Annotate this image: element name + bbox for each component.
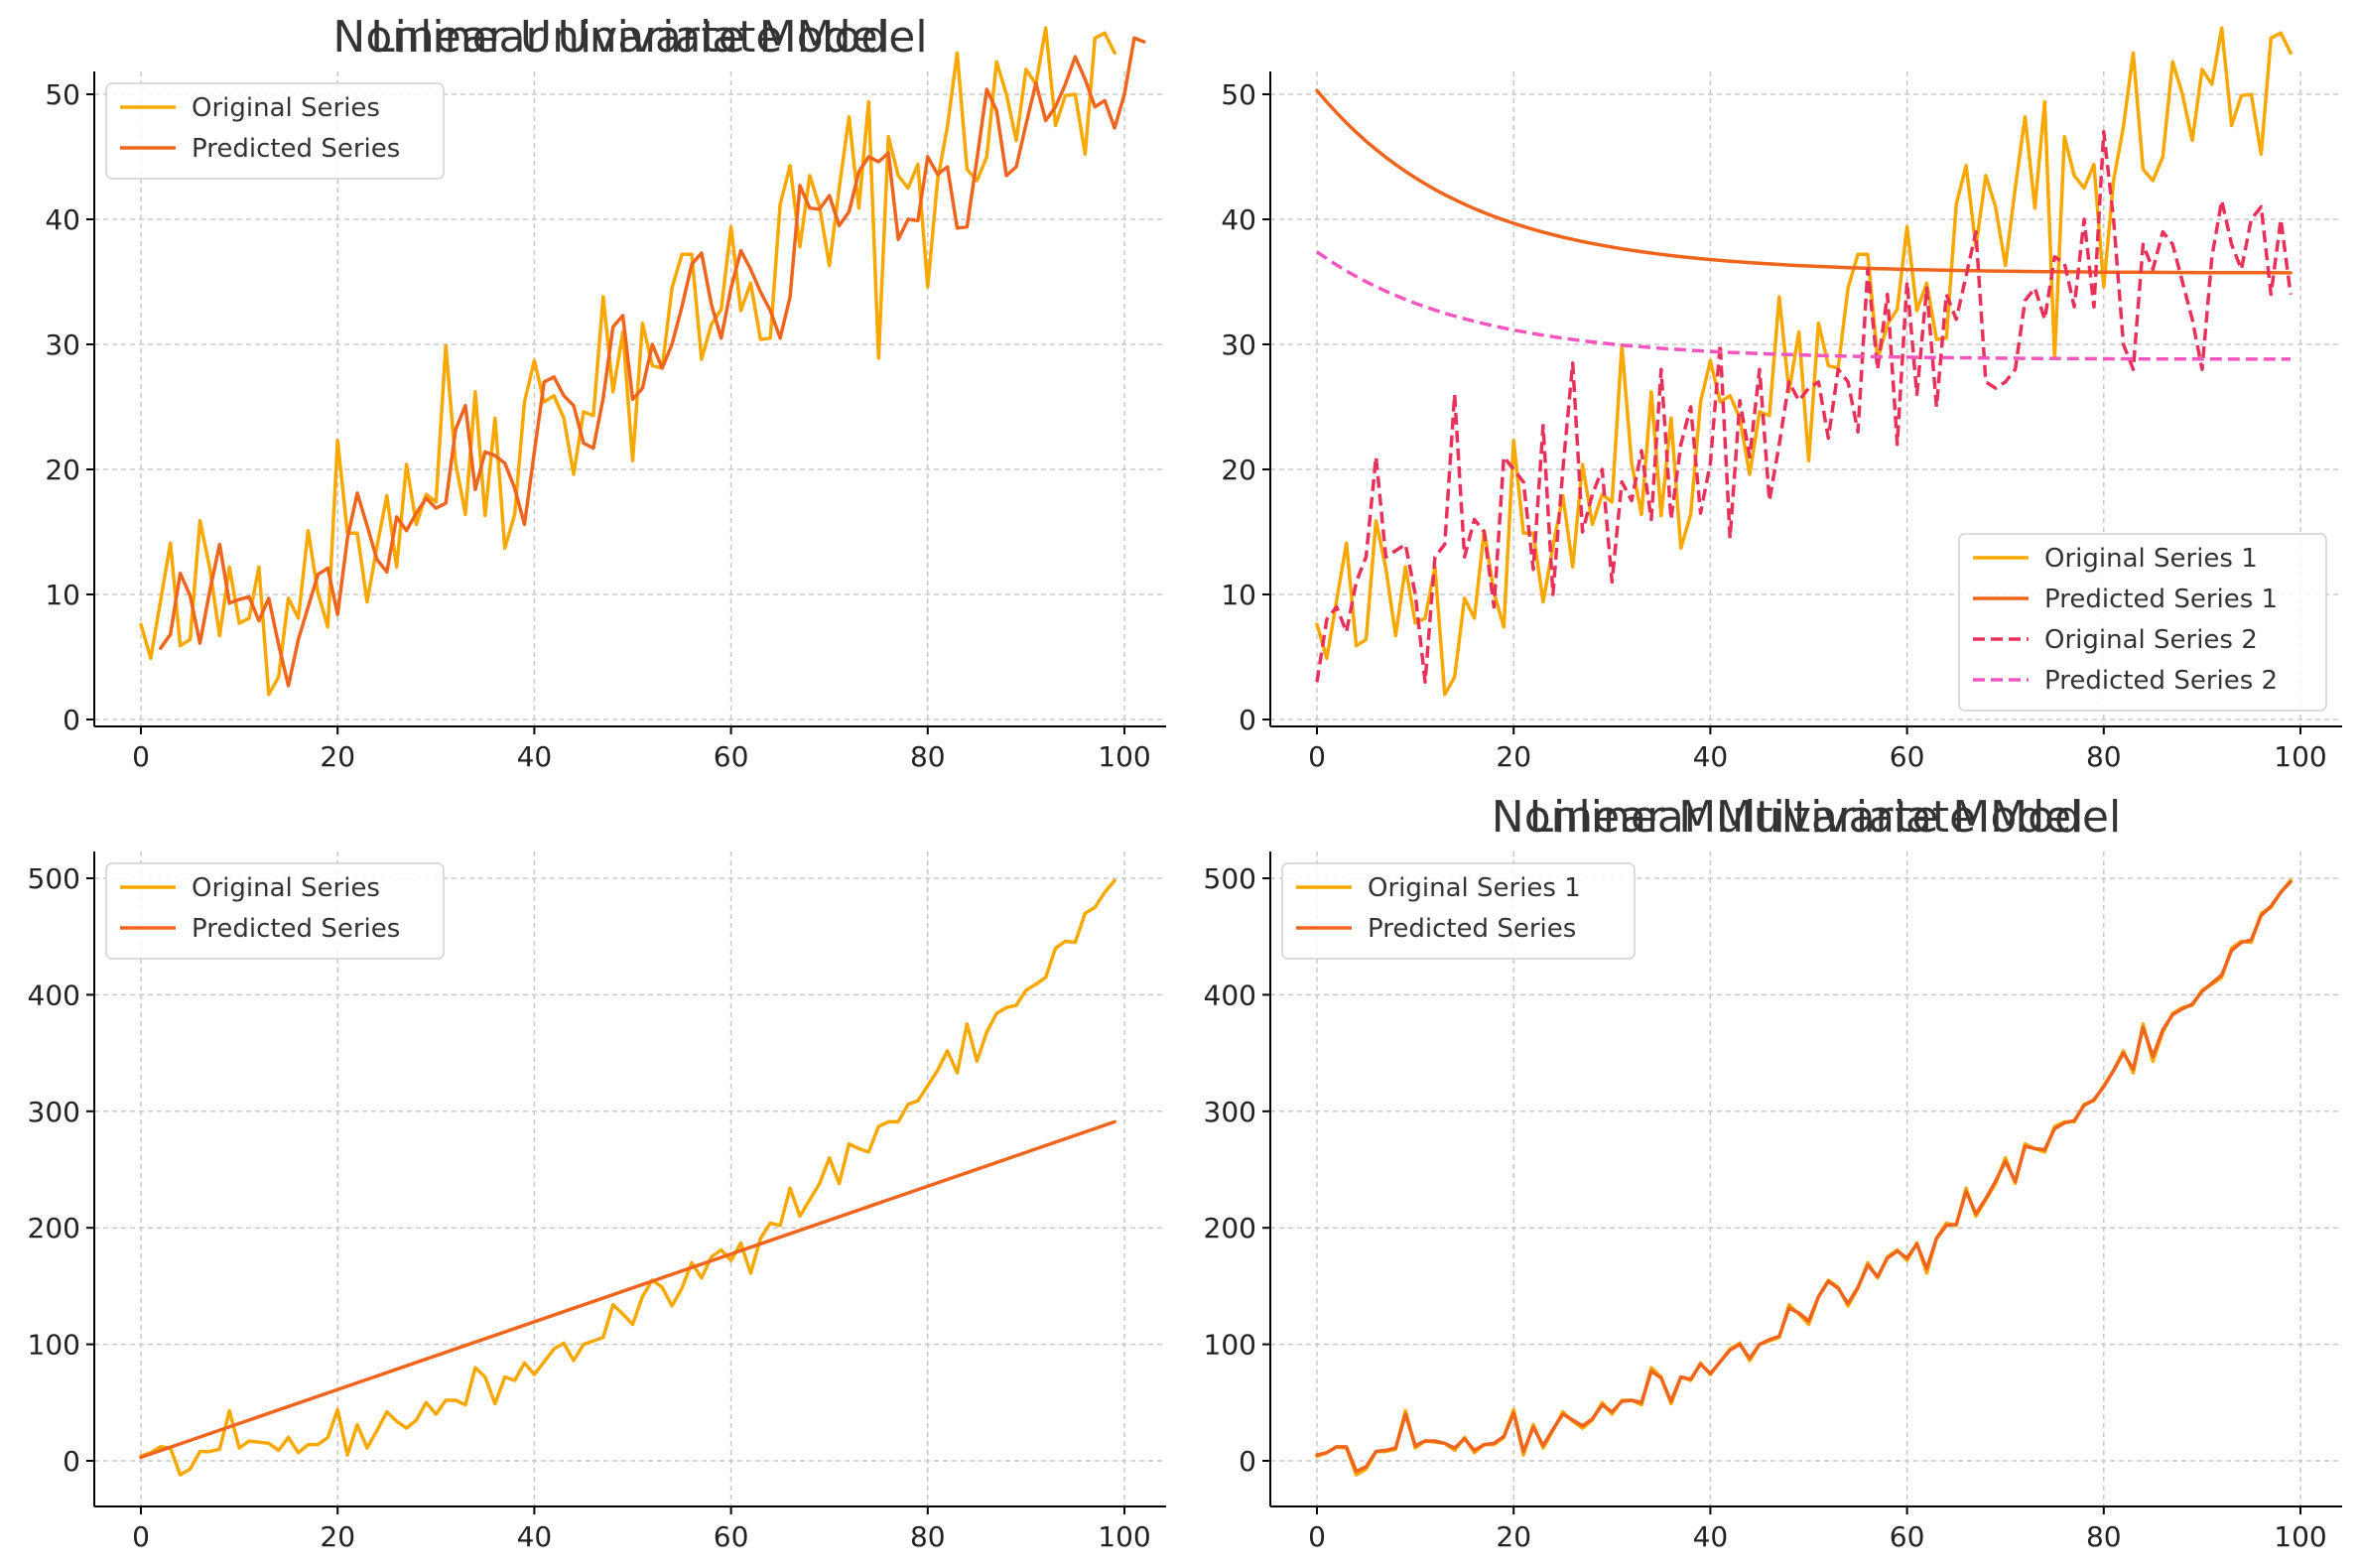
legend-label: Original Series — [192, 873, 380, 903]
y-tick-label: 20 — [1221, 454, 1256, 486]
legend-box — [105, 82, 445, 180]
legend-box — [1958, 533, 2327, 712]
series-line-original-series — [139, 878, 1116, 1477]
legend-box — [1281, 862, 1636, 960]
x-tick-label: 100 — [1098, 1520, 1150, 1553]
series-line-predicted-series-2 — [1316, 250, 2292, 361]
grid — [94, 851, 1166, 1506]
y-tick-label: 300 — [28, 1096, 80, 1128]
legend-box — [105, 862, 445, 960]
legend-label: Predicted Series 2 — [2044, 666, 2278, 696]
y-tick-label: 400 — [1204, 979, 1256, 1011]
x-tick-label: 60 — [714, 1520, 749, 1553]
legend-label: Original Series 2 — [2044, 625, 2258, 655]
x-tick-label: 20 — [1496, 740, 1531, 773]
chart-nonlin-multi: Nonlinear Multivariate Model 0 20 40 60 80 100… — [1204, 792, 2342, 1553]
y-tick-label: 40 — [1221, 203, 1256, 236]
x-tick-label: 60 — [1890, 740, 1925, 773]
legend: Original Series Predicted Series — [105, 862, 445, 960]
x-tick-label: 100 — [1098, 740, 1150, 773]
x-tick-label: 60 — [714, 740, 749, 773]
y-tick-label: 30 — [45, 328, 80, 361]
x-tick-label: 80 — [910, 740, 946, 773]
x-tick-label: 0 — [1308, 1520, 1326, 1553]
legend: Original Series Predicted Series — [105, 82, 445, 180]
y-tick-label: 0 — [1239, 1445, 1256, 1478]
legend-label: Original Series 1 — [1368, 873, 1581, 903]
x-tick-label: 20 — [1496, 1520, 1531, 1553]
legend: Original Series 1 Predicted Series — [1281, 862, 1636, 960]
y-tick-label: 40 — [45, 203, 80, 236]
x-tick-label: 100 — [2274, 740, 2326, 773]
legend-label: Predicted Series — [192, 914, 400, 944]
chart-title: Linear Multivariate Model — [1529, 792, 2084, 843]
chart-title: Nonlinear Multivariate Model — [1492, 792, 2121, 843]
legend-label: Predicted Series — [192, 134, 400, 164]
legend-label: Predicted Series — [1368, 914, 1576, 944]
x-tick-label: 0 — [132, 740, 150, 773]
series-line-predicted-series — [1315, 879, 2293, 1474]
series-line-predicted-series — [159, 36, 1146, 688]
legend-label: Predicted Series 1 — [2044, 585, 2278, 614]
chart-lin-multi: Linear Multivariate Model 0 20 40 60 80 100 0 10… — [1221, 26, 2342, 843]
x-tick-label: 40 — [1693, 740, 1729, 773]
series-line-original-series-2 — [1315, 130, 2293, 684]
chart-title: Nonlinear Univariate Model — [332, 12, 927, 63]
y-tick-label: 500 — [1204, 862, 1256, 895]
y-tick-label: 0 — [63, 704, 80, 736]
y-tick-label: 30 — [1221, 328, 1256, 361]
y-tick-label: 0 — [63, 1445, 80, 1478]
legend: Original Series 1 Predicted Series 1 Origi… — [1958, 533, 2327, 712]
y-tick-label: 500 — [28, 862, 80, 895]
x-tick-label: 40 — [1693, 1520, 1729, 1553]
y-tick-label: 50 — [45, 78, 80, 111]
x-tick-label: 80 — [2086, 740, 2122, 773]
x-tick-label: 40 — [517, 740, 553, 773]
x-tick-label: 80 — [910, 1520, 946, 1553]
series-line-predicted-series-1 — [1315, 88, 2293, 275]
series-line-original-series — [139, 26, 1116, 697]
grid — [1270, 71, 2342, 726]
y-tick-label: 100 — [1204, 1329, 1256, 1362]
y-tick-label: 200 — [28, 1212, 80, 1244]
grid — [1270, 851, 2342, 1506]
chart-title: Linear Univariate Model — [370, 12, 890, 63]
x-tick-label: 20 — [320, 1520, 355, 1553]
series-line-predicted-series — [139, 1119, 1116, 1460]
y-tick-label: 10 — [1221, 579, 1256, 611]
y-tick-label: 400 — [28, 979, 80, 1011]
y-tick-label: 20 — [45, 454, 80, 486]
y-tick-label: 300 — [1204, 1096, 1256, 1128]
y-tick-label: 100 — [28, 1329, 80, 1362]
x-tick-label: 100 — [2274, 1520, 2326, 1553]
x-tick-label: 80 — [2086, 1520, 2122, 1553]
chart-lin-uni: Linear Univariate Model 0 20 40 60 80 100 0 10 20… — [45, 12, 1166, 773]
y-tick-label: 200 — [1204, 1212, 1256, 1244]
y-tick-label: 10 — [45, 579, 80, 611]
legend-label: Original Series — [192, 93, 380, 123]
x-tick-label: 0 — [1308, 740, 1326, 773]
legend-label: Original Series 1 — [2044, 544, 2258, 574]
y-tick-label: 50 — [1221, 78, 1256, 111]
x-tick-label: 60 — [1890, 1520, 1925, 1553]
x-tick-label: 40 — [517, 1520, 553, 1553]
x-tick-label: 0 — [132, 1520, 150, 1553]
y-tick-label: 0 — [1239, 704, 1256, 736]
x-tick-label: 20 — [320, 740, 355, 773]
